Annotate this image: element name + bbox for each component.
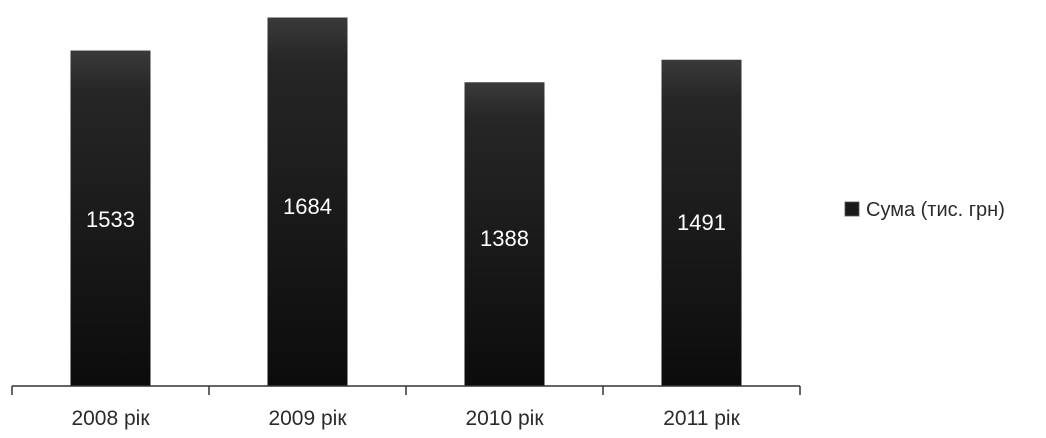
- data-label-2011: 1491: [677, 210, 726, 235]
- legend-swatch: [844, 201, 860, 217]
- data-label-2009: 1684: [283, 194, 332, 219]
- x-axis-tick-labels: 2008 рік 2009 рік 2010 рік 2011 рік: [71, 407, 740, 430]
- data-label-2008: 1533: [86, 207, 135, 232]
- x-axis-ticks: [11, 386, 801, 395]
- x-tick-label-2009: 2009 рік: [268, 407, 347, 430]
- bar-2008: [70, 50, 151, 387]
- bar-2010: [464, 82, 545, 386]
- x-tick-label-2008: 2008 рік: [71, 407, 150, 430]
- legend: Сума (тис. грн): [844, 199, 1005, 221]
- legend-label-series: Сума (тис. грн): [866, 199, 1005, 221]
- x-tick-label-2011: 2011 рік: [663, 407, 740, 430]
- data-label-2010: 1388: [480, 226, 529, 251]
- bar-2009: [267, 17, 348, 386]
- x-tick-label-2010: 2010 рік: [465, 407, 544, 430]
- data-labels-group: 1533 1684 1388 1491: [86, 194, 726, 251]
- bars-group: [70, 17, 742, 387]
- bar-2011: [661, 59, 742, 386]
